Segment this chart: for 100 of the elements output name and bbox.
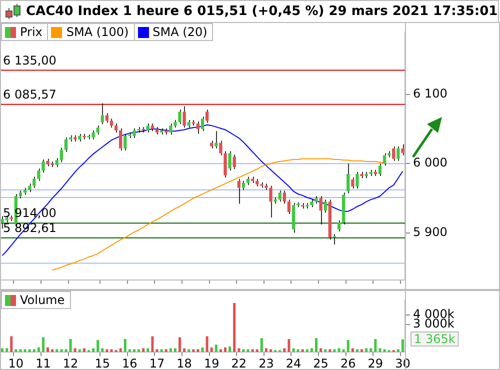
candlestick xyxy=(105,112,109,124)
bar xyxy=(396,349,400,352)
candlestick xyxy=(232,154,236,170)
bar xyxy=(296,349,300,352)
candlestick xyxy=(356,172,359,189)
bar xyxy=(338,348,340,352)
candlestick xyxy=(200,116,204,132)
bar xyxy=(301,349,304,352)
candlestick xyxy=(332,234,336,245)
x-tick-label: 18 xyxy=(176,356,192,370)
candlestick xyxy=(287,199,291,214)
bar xyxy=(201,347,204,352)
candlestick xyxy=(246,176,250,186)
bar xyxy=(192,349,195,352)
bar xyxy=(64,349,68,352)
bar xyxy=(324,349,327,352)
candlestick xyxy=(78,133,82,142)
candlestick xyxy=(364,172,368,179)
candlestick xyxy=(360,172,364,179)
legend-label: SMA (100) xyxy=(66,25,129,39)
bar xyxy=(196,349,200,352)
candlestick xyxy=(178,109,182,125)
candlestick xyxy=(369,169,372,176)
bar xyxy=(10,336,13,352)
ref-line-label: 6 135,00 xyxy=(3,53,56,68)
candlestick xyxy=(18,190,22,199)
candlestick xyxy=(274,197,277,204)
bar xyxy=(1,348,4,352)
bar xyxy=(356,349,358,352)
bar xyxy=(92,348,95,352)
ref-line-label: 6 085,57 xyxy=(3,88,56,102)
x-tick-label: 24 xyxy=(286,356,302,370)
legend-label: SMA (20) xyxy=(152,25,208,39)
bar xyxy=(210,347,213,352)
bar xyxy=(370,348,372,352)
candlestick xyxy=(328,199,332,240)
bar xyxy=(19,349,22,352)
x-tick-label: 19 xyxy=(204,356,220,370)
bar xyxy=(42,337,44,352)
y-tick-label: 5 900 xyxy=(413,224,448,239)
candlestick xyxy=(319,196,322,225)
legend-label: Prix xyxy=(20,25,42,39)
bar xyxy=(383,349,386,352)
bar xyxy=(264,348,268,352)
x-tick-label: 22 xyxy=(231,356,247,370)
candlestick xyxy=(60,147,64,163)
candlestick xyxy=(137,126,140,133)
candlestick xyxy=(374,169,378,176)
candlestick xyxy=(160,128,164,135)
bar xyxy=(74,348,76,352)
bar xyxy=(138,349,140,352)
bar xyxy=(228,346,232,352)
bar xyxy=(142,348,145,352)
bar xyxy=(306,349,308,352)
x-tick-label: 23 xyxy=(258,356,274,370)
bar xyxy=(164,349,168,352)
bar xyxy=(24,349,26,352)
bar xyxy=(256,349,258,352)
candlestick xyxy=(282,190,286,204)
candlestick xyxy=(68,134,72,142)
bar xyxy=(6,348,8,352)
x-tick-label: 10 xyxy=(8,356,24,370)
bar xyxy=(128,349,131,352)
bar xyxy=(260,338,263,352)
candlestick xyxy=(306,202,309,209)
bar xyxy=(132,349,136,352)
bar xyxy=(206,336,208,352)
bar xyxy=(320,348,322,352)
bar xyxy=(82,348,86,352)
bar xyxy=(119,348,122,352)
candlestick xyxy=(237,178,240,204)
bar xyxy=(242,349,245,352)
bar xyxy=(178,337,181,352)
legend-label: Volume xyxy=(20,293,65,307)
candlestick xyxy=(96,125,100,135)
bar xyxy=(233,302,236,352)
x-tick-label: 12 xyxy=(62,356,78,370)
bar xyxy=(110,349,113,352)
bar xyxy=(46,347,50,352)
x-tick-label: 26 xyxy=(340,356,356,370)
bar xyxy=(333,349,336,352)
bar xyxy=(96,340,100,352)
candlestick xyxy=(10,215,13,222)
candlestick xyxy=(242,180,246,190)
candlestick xyxy=(192,120,195,126)
candlestick xyxy=(150,123,154,132)
bar xyxy=(378,348,382,352)
bar xyxy=(224,347,227,352)
bar xyxy=(151,336,154,352)
bar xyxy=(60,349,63,352)
bar xyxy=(251,349,254,352)
bar xyxy=(288,339,290,352)
x-tick-label: 25 xyxy=(313,356,328,370)
bar xyxy=(146,348,150,352)
bar xyxy=(292,348,295,352)
candlestick xyxy=(118,128,122,151)
candlestick xyxy=(392,146,396,162)
bar xyxy=(37,347,40,352)
candlestick xyxy=(73,134,77,142)
candlestick xyxy=(324,199,327,214)
